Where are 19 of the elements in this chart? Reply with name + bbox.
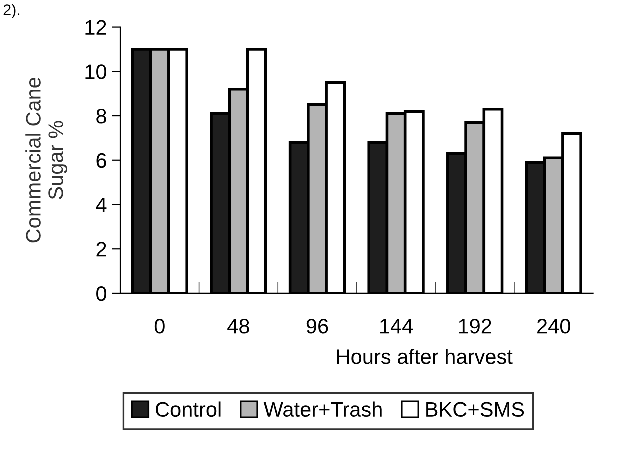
y-tick-label: 12	[86, 20, 106, 35]
x-tick-label: 240	[538, 319, 570, 334]
legend-label: BKC+SMS	[426, 402, 524, 418]
text: 2).	[4, 4, 20, 18]
y-tick-label: 8	[96, 109, 106, 124]
y-tick-label: 0	[96, 286, 106, 302]
x-axis-title: Hours after harvest	[337, 349, 513, 364]
x-tick-label: 144	[380, 319, 414, 334]
y-axis-title: Commercial Cane Sugar %	[26, 78, 68, 243]
x-tick-label: 48	[228, 319, 250, 334]
legend-label: Water+Trash	[264, 402, 382, 418]
x-tick-label: 192	[459, 319, 492, 334]
y-tick-label: 4	[96, 198, 107, 212]
legend-label: Control	[156, 402, 221, 418]
x-tick-label: 0	[154, 319, 165, 334]
y-tick-label: 6	[96, 153, 106, 168]
y-tick-label: 2	[96, 242, 106, 257]
x-tick-label: 96	[306, 319, 328, 334]
y-tick-label: 10	[86, 64, 107, 80]
